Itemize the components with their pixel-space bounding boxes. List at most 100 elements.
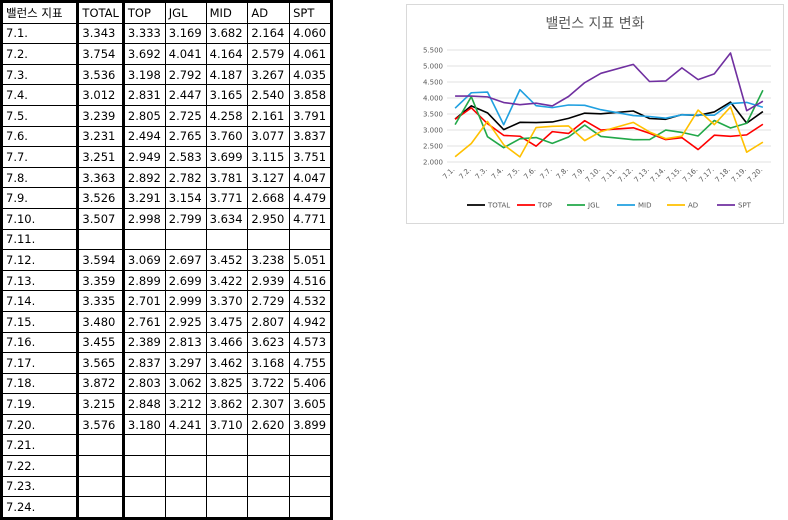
value-cell[interactable]: 2.892 <box>122 166 166 189</box>
value-cell[interactable]: 2.540 <box>247 84 291 106</box>
value-cell[interactable]: 4.041 <box>164 43 207 65</box>
value-cell[interactable] <box>205 228 249 251</box>
header-label[interactable]: 밸런스 지표 <box>0 0 79 24</box>
value-cell[interactable]: 3.291 <box>122 187 166 209</box>
value-cell[interactable] <box>289 434 333 457</box>
value-cell[interactable]: 3.466 <box>205 331 249 354</box>
value-cell[interactable]: 3.699 <box>205 146 249 168</box>
value-cell[interactable]: 3.760 <box>205 125 249 148</box>
value-cell[interactable]: 3.062 <box>164 372 207 395</box>
value-cell[interactable]: 3.576 <box>76 413 125 436</box>
row-label-cell[interactable]: 7.13. <box>0 269 79 292</box>
value-cell[interactable] <box>247 228 291 251</box>
value-cell[interactable]: 2.939 <box>247 269 291 292</box>
value-cell[interactable] <box>289 228 333 251</box>
value-cell[interactable]: 4.755 <box>289 352 333 374</box>
value-cell[interactable]: 4.187 <box>205 63 249 86</box>
value-cell[interactable] <box>164 228 207 251</box>
value-cell[interactable] <box>76 434 125 457</box>
value-cell[interactable]: 3.251 <box>76 146 125 168</box>
value-cell[interactable]: 2.803 <box>122 372 166 395</box>
value-cell[interactable]: 3.475 <box>205 310 249 333</box>
value-cell[interactable]: 4.573 <box>289 331 333 354</box>
value-cell[interactable]: 2.701 <box>122 290 166 312</box>
value-cell[interactable]: 3.363 <box>76 166 125 189</box>
value-cell[interactable]: 2.579 <box>247 43 291 65</box>
value-cell[interactable]: 3.751 <box>289 146 333 168</box>
row-label-cell[interactable]: 7.17. <box>0 352 79 374</box>
value-cell[interactable]: 3.682 <box>205 22 249 45</box>
header-top[interactable]: TOP <box>122 0 166 24</box>
row-label-cell[interactable]: 7.19. <box>0 393 79 415</box>
value-cell[interactable]: 3.168 <box>247 352 291 374</box>
value-cell[interactable]: 2.620 <box>247 413 291 436</box>
row-label-cell[interactable]: 7.21. <box>0 434 79 457</box>
value-cell[interactable]: 3.115 <box>247 146 291 168</box>
value-cell[interactable]: 3.899 <box>289 413 333 436</box>
value-cell[interactable]: 2.799 <box>164 207 207 230</box>
row-label-cell[interactable]: 7.24. <box>0 496 79 520</box>
value-cell[interactable]: 2.899 <box>122 269 166 292</box>
value-cell[interactable]: 2.813 <box>164 331 207 354</box>
header-mid[interactable]: MID <box>205 0 249 24</box>
value-cell[interactable]: 3.623 <box>247 331 291 354</box>
row-label-cell[interactable]: 7.14. <box>0 290 79 312</box>
row-label-cell[interactable]: 7.9. <box>0 187 79 209</box>
row-label-cell[interactable]: 7.1. <box>0 22 79 45</box>
value-cell[interactable] <box>247 434 291 457</box>
value-cell[interactable]: 3.594 <box>76 249 125 271</box>
value-cell[interactable]: 4.060 <box>289 22 333 45</box>
value-cell[interactable]: 2.949 <box>122 146 166 168</box>
value-cell[interactable]: 3.422 <box>205 269 249 292</box>
value-cell[interactable]: 2.831 <box>122 84 166 106</box>
value-cell[interactable]: 3.239 <box>76 104 125 127</box>
value-cell[interactable]: 3.169 <box>164 22 207 45</box>
value-cell[interactable] <box>122 496 166 520</box>
value-cell[interactable]: 3.154 <box>164 187 207 209</box>
value-cell[interactable]: 3.267 <box>247 63 291 86</box>
value-cell[interactable]: 5.051 <box>289 249 333 271</box>
value-cell[interactable]: 4.771 <box>289 207 333 230</box>
value-cell[interactable]: 3.872 <box>76 372 125 395</box>
header-jgl[interactable]: JGL <box>164 0 207 24</box>
value-cell[interactable] <box>76 228 125 251</box>
row-label-cell[interactable]: 7.23. <box>0 475 79 498</box>
value-cell[interactable] <box>164 475 207 498</box>
value-cell[interactable]: 2.950 <box>247 207 291 230</box>
value-cell[interactable]: 3.069 <box>122 249 166 271</box>
value-cell[interactable]: 2.494 <box>122 125 166 148</box>
value-cell[interactable]: 4.164 <box>205 43 249 65</box>
value-cell[interactable]: 4.241 <box>164 413 207 436</box>
value-cell[interactable]: 3.605 <box>289 393 333 415</box>
row-label-cell[interactable]: 7.18. <box>0 372 79 395</box>
value-cell[interactable] <box>289 496 333 520</box>
value-cell[interactable]: 3.771 <box>205 187 249 209</box>
value-cell[interactable]: 4.942 <box>289 310 333 333</box>
value-cell[interactable]: 2.164 <box>247 22 291 45</box>
value-cell[interactable]: 3.791 <box>289 104 333 127</box>
value-cell[interactable]: 2.765 <box>164 125 207 148</box>
value-cell[interactable]: 3.231 <box>76 125 125 148</box>
value-cell[interactable] <box>247 455 291 477</box>
row-label-cell[interactable]: 7.5. <box>0 104 79 127</box>
value-cell[interactable]: 3.012 <box>76 84 125 106</box>
value-cell[interactable]: 3.837 <box>289 125 333 148</box>
value-cell[interactable]: 3.526 <box>76 187 125 209</box>
value-cell[interactable]: 2.389 <box>122 331 166 354</box>
value-cell[interactable]: 3.455 <box>76 331 125 354</box>
value-cell[interactable]: 2.807 <box>247 310 291 333</box>
value-cell[interactable] <box>164 455 207 477</box>
value-cell[interactable]: 3.165 <box>205 84 249 106</box>
value-cell[interactable]: 4.258 <box>205 104 249 127</box>
value-cell[interactable]: 3.370 <box>205 290 249 312</box>
value-cell[interactable]: 4.516 <box>289 269 333 292</box>
value-cell[interactable]: 2.583 <box>164 146 207 168</box>
row-label-cell[interactable]: 7.11. <box>0 228 79 251</box>
value-cell[interactable]: 3.781 <box>205 166 249 189</box>
value-cell[interactable]: 3.692 <box>122 43 166 65</box>
value-cell[interactable]: 2.792 <box>164 63 207 86</box>
row-label-cell[interactable]: 7.7. <box>0 146 79 168</box>
value-cell[interactable]: 3.825 <box>205 372 249 395</box>
row-label-cell[interactable]: 7.8. <box>0 166 79 189</box>
value-cell[interactable] <box>122 228 166 251</box>
